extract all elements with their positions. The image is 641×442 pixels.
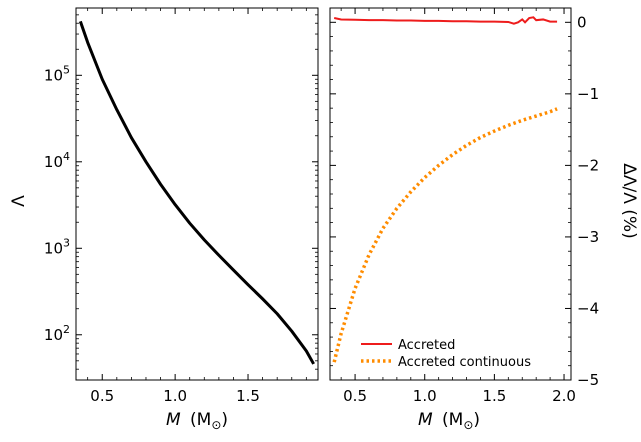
left-x-tick-label: 1.0 [163,387,187,405]
right-x-tick-label: 2.0 [552,387,576,405]
legend-label-accreted: Accreted [398,338,455,353]
legend: Accreted Accreted continuous [361,338,531,370]
right-x-tick-label: 0.5 [343,387,367,405]
right-y-tick-label: −3 [577,228,599,246]
right-x-tick-label: 1.5 [482,387,506,405]
right-y-tick-label: −1 [577,85,599,103]
left-y-tick-label: 103 [44,236,70,257]
right-series-accreted [333,16,558,25]
left-y-tick-label: 105 [44,63,70,84]
left-frame [75,7,319,381]
left-y-tick-label: 104 [44,150,70,171]
right-y-tick-label: −5 [577,371,599,389]
right-y-tick-label: −4 [577,299,599,317]
left-series-line [78,20,315,365]
left-ylabel: Λ [9,195,29,207]
right-panel: 0.5 1.0 1.5 2.0 0 −1 −2 −3 −4 −5 [329,7,599,405]
left-y-tick-label: 102 [44,323,70,344]
left-xlabel: M (M⊙) [166,410,228,432]
legend-label-accreted-continuous: Accreted continuous [398,355,531,370]
right-xlabel: M (M⊙) [418,410,480,432]
right-y-tick-label: 0 [577,13,587,31]
left-panel: 0.5 1.0 1.5 102 103 104 105 [44,7,319,405]
right-y-tick-label: −2 [577,156,599,174]
left-x-tick-label: 0.5 [90,387,114,405]
right-x-tick-label: 1.0 [413,387,437,405]
right-ylabel: ΔΛ/Λ (%) [619,163,639,238]
left-x-tick-label: 1.5 [236,387,260,405]
right-frame [329,7,572,381]
right-series-accreted-continuous [332,107,558,363]
